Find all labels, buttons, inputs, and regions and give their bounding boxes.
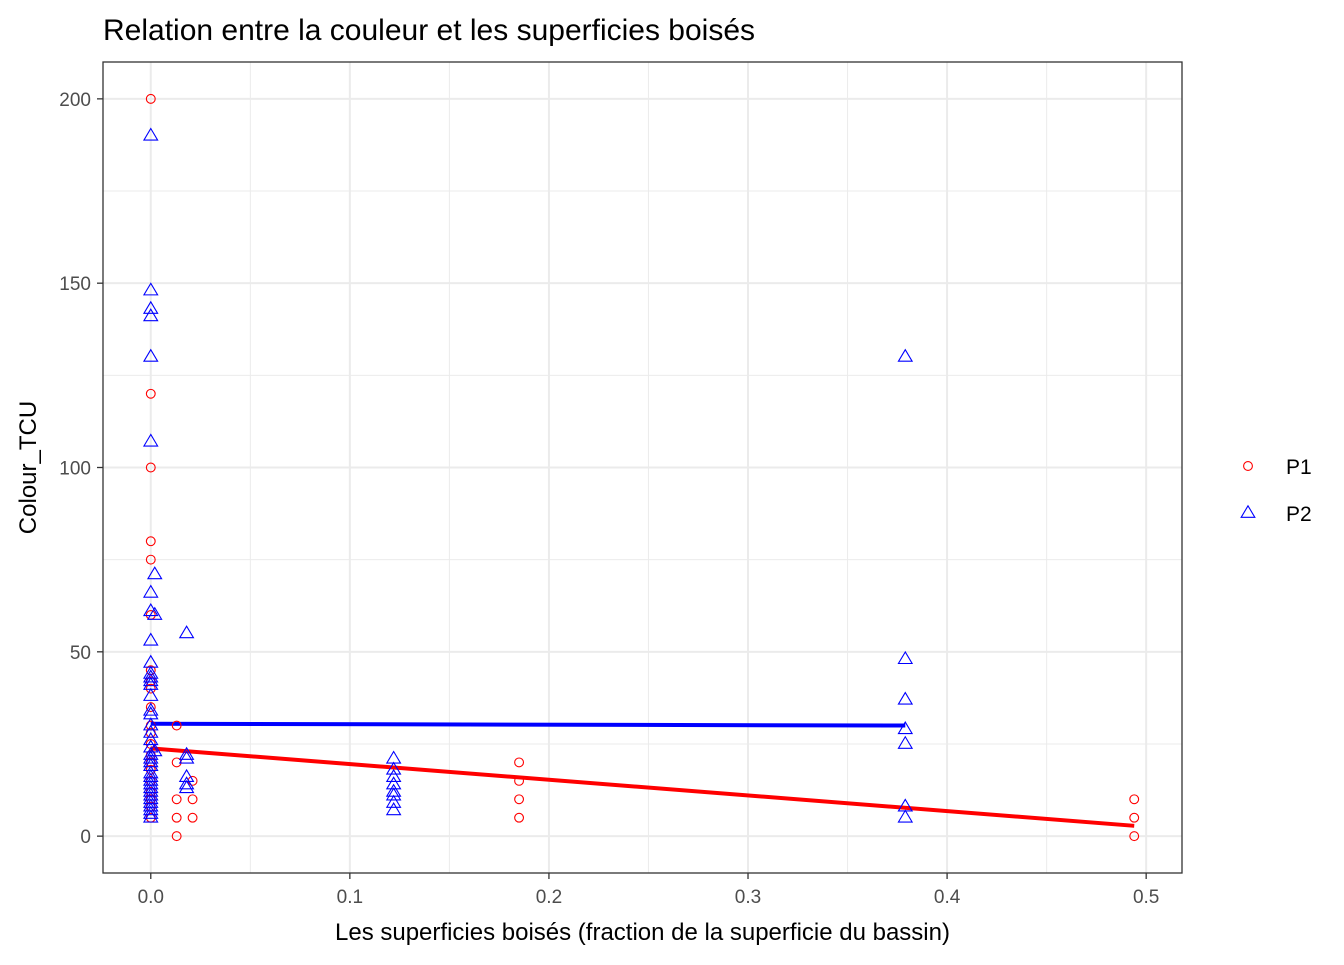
data-point-p1 <box>145 536 156 547</box>
data-point-p2 <box>142 300 159 314</box>
data-point-p2 <box>897 735 914 749</box>
data-point-p1 <box>145 388 156 399</box>
y-tick-label: 50 <box>70 643 91 664</box>
data-point-p2 <box>142 348 159 362</box>
data-point-p1 <box>1129 831 1140 842</box>
regression-lines <box>150 721 1135 828</box>
data-point-p1 <box>145 554 156 565</box>
data-point-p2 <box>142 584 159 598</box>
data-point-p2 <box>142 673 159 687</box>
y-tick-label: 0 <box>80 827 91 848</box>
data-points <box>142 93 1140 842</box>
x-tick-label: 0.0 <box>138 887 164 908</box>
data-point-p1 <box>145 462 156 473</box>
data-point-p2 <box>178 779 195 794</box>
data-point-p2 <box>385 768 402 783</box>
data-point-p1 <box>514 775 525 786</box>
data-point-p2 <box>385 794 402 808</box>
data-point-p1 <box>171 831 182 842</box>
legend-key-p1 <box>1243 461 1253 471</box>
legend-label-p2: P2 <box>1286 503 1312 526</box>
data-point-p2 <box>142 717 159 731</box>
x-tick-label: 0.2 <box>536 887 562 908</box>
fit-line-p2 <box>150 721 906 728</box>
data-point-p2 <box>142 282 159 296</box>
data-point-p2 <box>142 433 159 447</box>
data-point-p1 <box>1129 812 1140 823</box>
data-point-p2 <box>142 805 159 819</box>
y-tick-label: 100 <box>59 459 91 480</box>
data-point-p1 <box>514 794 525 805</box>
data-point-p2 <box>142 802 159 816</box>
data-point-p2 <box>385 802 402 816</box>
x-axis: 0.0 0.1 0.2 0.3 0.4 0.5 <box>138 873 1159 908</box>
data-point-p1 <box>1129 794 1140 805</box>
data-point-p2 <box>178 746 195 760</box>
data-point-p2 <box>142 750 159 764</box>
data-point-p2 <box>146 566 163 580</box>
data-point-p2 <box>142 669 159 683</box>
data-point-p2 <box>178 750 195 764</box>
data-point-p2 <box>142 602 159 617</box>
y-axis-title: Colour_TCU <box>15 401 42 534</box>
x-tick-label: 0.1 <box>337 887 363 908</box>
data-point-p2 <box>897 720 914 735</box>
x-axis-title: Les superficies boisés (fraction de la s… <box>335 919 950 946</box>
data-point-p2 <box>385 787 402 801</box>
legend-key-p2 <box>1240 504 1256 518</box>
data-point-p2 <box>142 308 159 322</box>
data-point-p2 <box>897 809 914 823</box>
data-point-p1 <box>187 794 198 805</box>
x-tick-label: 0.4 <box>934 887 961 908</box>
data-point-p1 <box>514 757 525 768</box>
data-point-p1 <box>145 683 156 694</box>
y-tick-label: 200 <box>59 90 91 111</box>
data-point-p2 <box>897 691 914 705</box>
data-point-p2 <box>897 348 914 362</box>
data-point-p2 <box>142 687 159 701</box>
data-point-p1 <box>171 794 182 805</box>
data-point-p2 <box>142 809 159 823</box>
x-tick-label: 0.3 <box>735 887 761 908</box>
legend: P1 P2 <box>1240 456 1312 526</box>
chart-title: Relation entre la couleur et les superfi… <box>103 14 755 47</box>
data-point-p2 <box>897 650 914 665</box>
data-point-p2 <box>146 743 163 757</box>
data-point-p2 <box>142 732 159 746</box>
x-tick-label: 0.5 <box>1133 887 1159 908</box>
data-point-p2 <box>178 625 195 639</box>
data-point-p1 <box>171 812 182 823</box>
data-point-p2 <box>385 761 402 775</box>
data-point-p1 <box>514 812 525 823</box>
data-point-p2 <box>146 606 163 620</box>
y-tick-label: 150 <box>59 274 91 295</box>
data-point-p2 <box>142 632 159 646</box>
data-point-p1 <box>187 812 198 823</box>
data-point-p1 <box>171 757 182 768</box>
data-point-p2 <box>178 776 195 790</box>
data-point-p2 <box>142 702 159 716</box>
data-point-p2 <box>142 724 159 738</box>
y-axis: 0 50 100 150 200 <box>59 90 103 848</box>
data-point-p2 <box>142 127 159 141</box>
data-point-p1 <box>145 93 156 104</box>
fit-line-p1 <box>150 746 1135 828</box>
data-point-p1 <box>171 720 182 731</box>
legend-label-p1: P1 <box>1286 456 1312 479</box>
